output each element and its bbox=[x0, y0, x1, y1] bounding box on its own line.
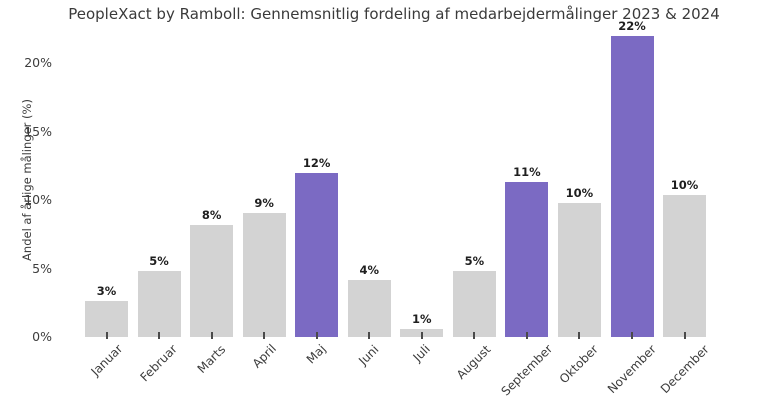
bar-value-label: 1% bbox=[412, 311, 432, 326]
x-tick-label: Januar bbox=[87, 341, 125, 379]
x-tick-mark bbox=[683, 331, 686, 339]
y-tick-label: 15% bbox=[24, 123, 52, 139]
bar-value-label: 11% bbox=[513, 165, 541, 180]
x-tick-label: November bbox=[604, 341, 659, 396]
x-tick-label: Marts bbox=[194, 342, 228, 376]
y-tick-label: 5% bbox=[32, 260, 52, 276]
bar bbox=[295, 172, 339, 337]
x-tick-mark bbox=[473, 331, 476, 339]
bar-value-label: 5% bbox=[149, 254, 169, 269]
x-tick-mark bbox=[263, 331, 266, 339]
x-tick-label: Juli bbox=[410, 342, 433, 365]
bar bbox=[557, 202, 601, 337]
y-tick-label: 10% bbox=[24, 192, 52, 208]
bar-value-label: 3% bbox=[96, 284, 117, 299]
bar-value-label: 9% bbox=[254, 195, 274, 210]
x-tick-mark bbox=[315, 331, 318, 339]
bar bbox=[505, 182, 549, 337]
bar-value-label: 22% bbox=[618, 19, 646, 34]
bar bbox=[85, 301, 128, 337]
x-tick-label: August bbox=[454, 341, 494, 382]
y-tick-label: 0% bbox=[32, 329, 52, 344]
bar-value-label: 8% bbox=[201, 207, 222, 222]
bar-value-label: 10% bbox=[565, 185, 594, 200]
bar bbox=[347, 279, 391, 337]
x-tick-label: December bbox=[657, 341, 712, 396]
chart-title: PeopleXact by Ramboll: Gennemsnitlig for… bbox=[68, 5, 720, 23]
x-tick-mark bbox=[210, 331, 213, 339]
x-tick-label: Februar bbox=[137, 341, 180, 385]
bar-value-label: 5% bbox=[464, 254, 485, 269]
x-tick-mark bbox=[420, 331, 423, 339]
x-tick-label: Juni bbox=[356, 341, 382, 368]
x-tick-label: September bbox=[498, 341, 556, 399]
bar-value-label: 4% bbox=[359, 262, 380, 277]
bar bbox=[190, 224, 234, 337]
bar bbox=[663, 194, 707, 337]
x-tick-mark bbox=[525, 331, 528, 339]
x-tick-mark bbox=[368, 331, 371, 339]
bar bbox=[137, 271, 181, 337]
x-tick-mark bbox=[578, 331, 581, 339]
x-tick-mark bbox=[631, 331, 633, 339]
x-tick-label: April bbox=[249, 341, 279, 372]
bar-value-label: 12% bbox=[302, 155, 331, 170]
bar bbox=[610, 36, 654, 337]
bar bbox=[452, 271, 496, 337]
bar bbox=[242, 212, 286, 337]
x-tick-mark bbox=[158, 331, 161, 339]
bar-value-label: 10% bbox=[670, 177, 699, 192]
x-tick-label: Maj bbox=[303, 341, 329, 367]
x-tick-label: Oktober bbox=[557, 341, 602, 386]
x-tick-mark bbox=[105, 331, 108, 339]
y-tick-label: 20% bbox=[24, 55, 52, 71]
